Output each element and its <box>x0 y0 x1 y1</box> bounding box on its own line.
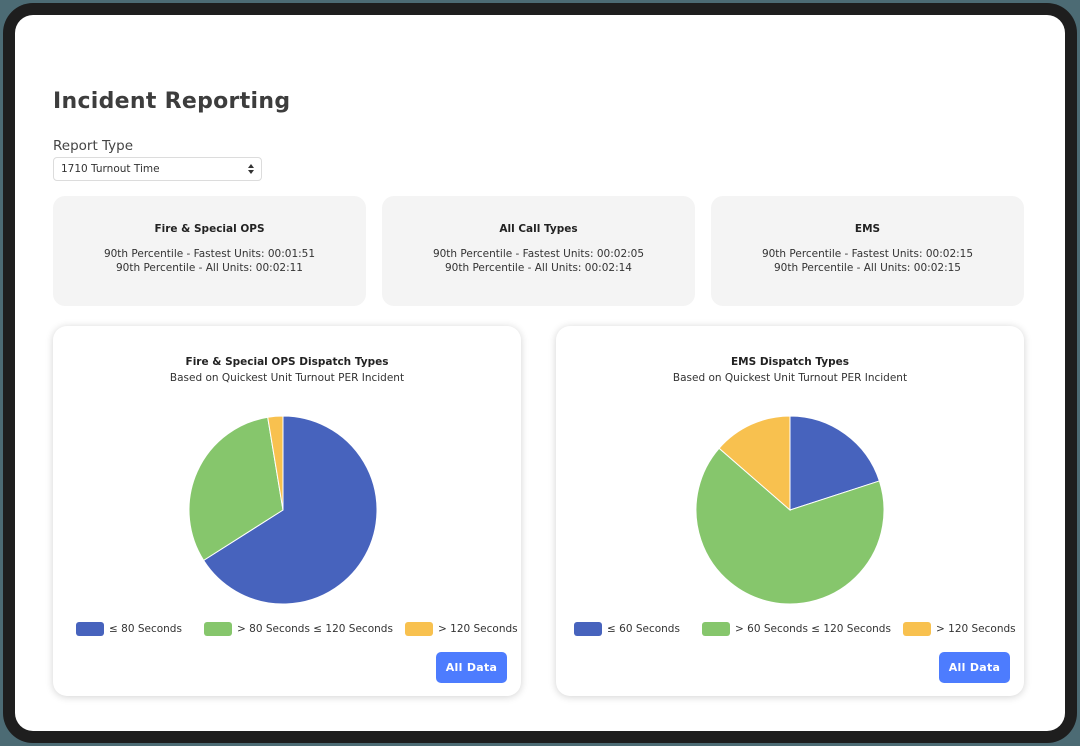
legend-swatch-blue <box>76 622 104 636</box>
chart-card-ems: EMS Dispatch Types Based on Quickest Uni… <box>556 326 1024 696</box>
legend-swatch-green <box>204 622 232 636</box>
select-arrows-icon <box>248 164 254 174</box>
pie-chart-fire-special-ops[interactable] <box>183 410 383 610</box>
pie-slice[interactable] <box>718 415 791 512</box>
all-data-button[interactable]: All Data <box>939 652 1010 683</box>
legend-item-medium[interactable]: > 80 Seconds ≤ 120 Seconds <box>204 622 393 636</box>
stat-fastest-units: 90th Percentile - Fastest Units: 00:02:0… <box>432 248 645 260</box>
pie-slice[interactable] <box>267 415 284 511</box>
legend-swatch-yellow <box>405 622 433 636</box>
legend-swatch-green <box>702 622 730 636</box>
report-type-select[interactable]: 1710 Turnout Time <box>53 157 262 181</box>
stat-all-units: 90th Percentile - All Units: 00:02:15 <box>774 262 961 274</box>
legend-item-medium[interactable]: > 60 Seconds ≤ 120 Seconds <box>702 622 891 636</box>
pie-slice[interactable] <box>202 415 378 605</box>
legend-label: > 80 Seconds ≤ 120 Seconds <box>237 623 393 635</box>
legend-label: ≤ 80 Seconds <box>109 623 182 635</box>
stat-card-ems: EMS 90th Percentile - Fastest Units: 00:… <box>711 196 1024 306</box>
stat-card-all-call-types: All Call Types 90th Percentile - Fastest… <box>382 196 695 306</box>
chart-subtitle: Based on Quickest Unit Turnout PER Incid… <box>169 372 405 384</box>
chart-legend: ≤ 80 Seconds > 80 Seconds ≤ 120 Seconds … <box>53 622 521 638</box>
legend-label: ≤ 60 Seconds <box>607 623 680 635</box>
report-type-label: Report Type <box>53 138 134 154</box>
legend-swatch-yellow <box>903 622 931 636</box>
legend-label: > 120 Seconds <box>438 623 518 635</box>
legend-label: > 60 Seconds ≤ 120 Seconds <box>735 623 891 635</box>
stat-all-units: 90th Percentile - All Units: 00:02:11 <box>116 262 303 274</box>
stat-card-fire-special-ops: Fire & Special OPS 90th Percentile - Fas… <box>53 196 366 306</box>
chart-subtitle: Based on Quickest Unit Turnout PER Incid… <box>672 372 908 384</box>
legend-item-fast[interactable]: ≤ 60 Seconds <box>574 622 680 636</box>
stat-all-units: 90th Percentile - All Units: 00:02:14 <box>445 262 632 274</box>
chart-legend: ≤ 60 Seconds > 60 Seconds ≤ 120 Seconds … <box>556 622 1024 638</box>
legend-swatch-blue <box>574 622 602 636</box>
stat-fastest-units: 90th Percentile - Fastest Units: 00:02:1… <box>761 248 974 260</box>
screen: Incident Reporting Report Type 1710 Turn… <box>15 15 1065 731</box>
legend-label: > 120 Seconds <box>936 623 1016 635</box>
all-data-button[interactable]: All Data <box>436 652 507 683</box>
legend-item-fast[interactable]: ≤ 80 Seconds <box>76 622 182 636</box>
pie-chart-ems[interactable] <box>690 410 890 610</box>
stat-card-title: All Call Types <box>499 223 578 235</box>
stat-card-title: Fire & Special OPS <box>154 223 265 235</box>
legend-item-slow[interactable]: > 120 Seconds <box>903 622 1016 636</box>
page-title: Incident Reporting <box>53 89 291 114</box>
pie-slice[interactable] <box>188 416 284 562</box>
legend-item-slow[interactable]: > 120 Seconds <box>405 622 518 636</box>
stat-card-title: EMS <box>854 223 881 235</box>
chart-title: Fire & Special OPS Dispatch Types <box>185 356 389 368</box>
pie-slice[interactable] <box>789 415 881 511</box>
pie-slice[interactable] <box>695 447 885 605</box>
chart-title: EMS Dispatch Types <box>730 356 850 368</box>
report-type-value: 1710 Turnout Time <box>61 163 160 175</box>
chart-card-fire-special-ops: Fire & Special OPS Dispatch Types Based … <box>53 326 521 696</box>
stat-fastest-units: 90th Percentile - Fastest Units: 00:01:5… <box>103 248 316 260</box>
